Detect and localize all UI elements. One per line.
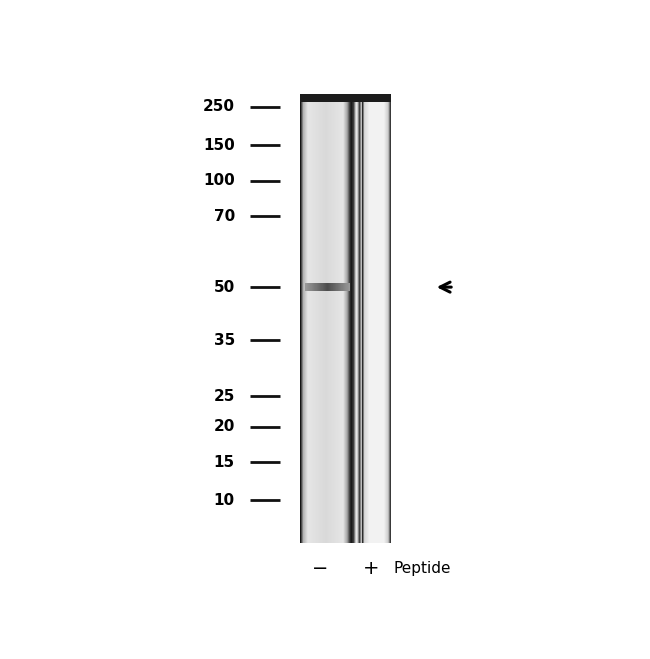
- Text: 20: 20: [213, 419, 235, 434]
- Text: 15: 15: [214, 455, 235, 470]
- Text: 250: 250: [203, 100, 235, 115]
- Text: 70: 70: [214, 209, 235, 223]
- Text: 35: 35: [214, 333, 235, 348]
- Text: 50: 50: [214, 279, 235, 295]
- Bar: [300, 94, 391, 102]
- Text: Peptide: Peptide: [393, 561, 451, 576]
- Text: 150: 150: [203, 138, 235, 152]
- Text: +: +: [363, 559, 379, 578]
- Text: −: −: [313, 559, 329, 578]
- Text: 100: 100: [203, 173, 235, 188]
- Text: 10: 10: [214, 493, 235, 507]
- Text: 25: 25: [213, 389, 235, 404]
